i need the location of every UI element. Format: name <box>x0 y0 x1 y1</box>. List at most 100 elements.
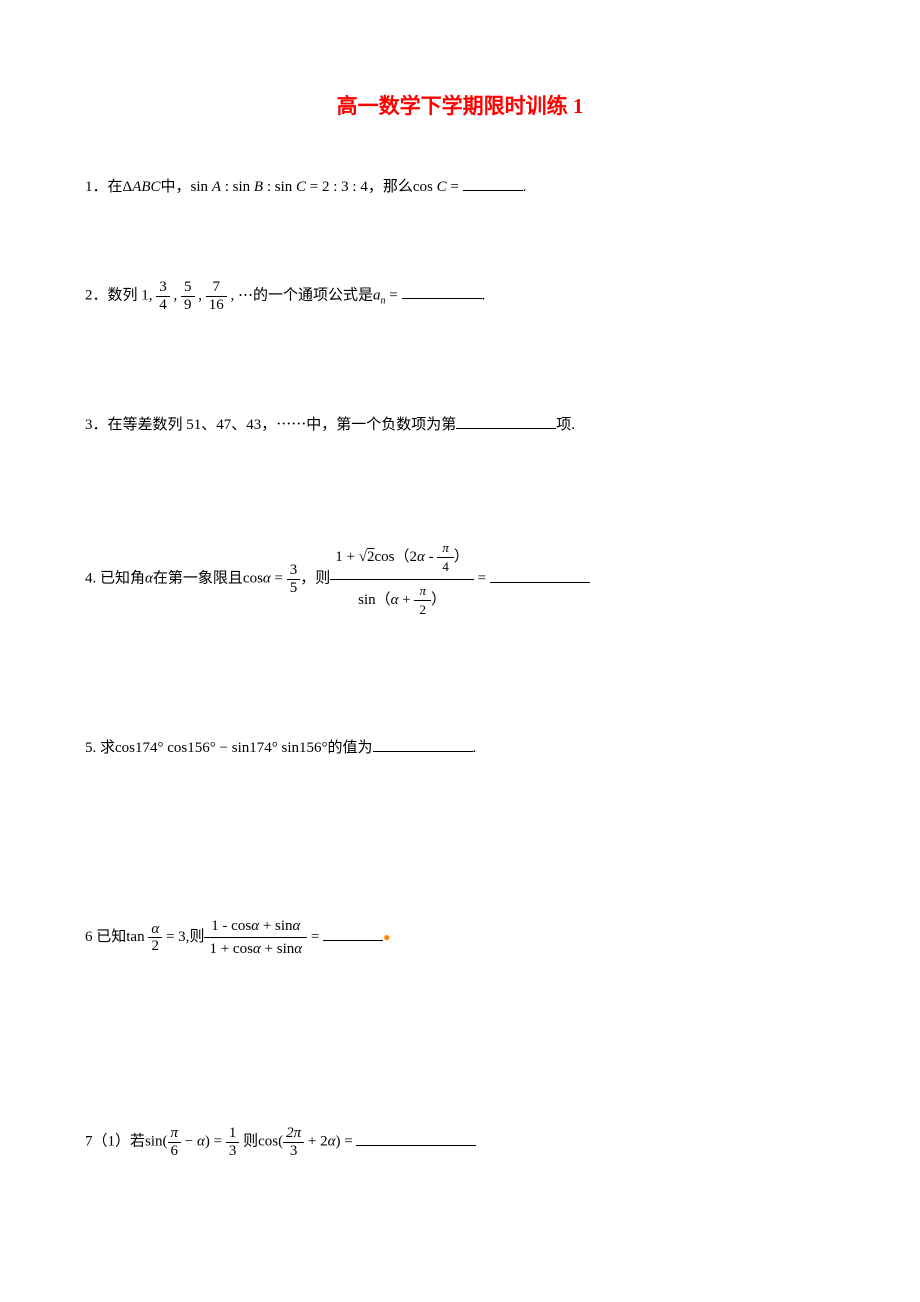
p4-alpha: α <box>145 571 153 587</box>
problem-4: 4. 已知角α在第一象限且cosα = 35，则1 + √2cos（2α - π… <box>85 537 835 621</box>
p1-sinB: sin <box>233 179 254 195</box>
p1-period: . <box>523 179 527 195</box>
p6-num: 6 <box>85 929 96 945</box>
p3-num: 3． <box>85 417 108 433</box>
p6-den-a1: α <box>253 941 261 957</box>
p2-num: 2． <box>85 287 108 303</box>
p7-pi6d: 6 <box>168 1143 182 1160</box>
p2-c2: , <box>195 287 206 303</box>
p5-pre: 求 <box>100 740 115 756</box>
p6-num-plus: + sin <box>259 918 292 934</box>
problem-5: 5. 求cos174° cos156° − sin174° sin156°的值为… <box>85 736 835 760</box>
p4-f1n: 3 <box>287 562 301 580</box>
p1-b: B <box>254 179 263 195</box>
p7-close1: ) = <box>205 1134 226 1150</box>
p1-a: A <box>212 179 221 195</box>
p5-sin2: sin <box>282 740 300 756</box>
p3-post: 项. <box>556 417 575 433</box>
p7-pre: 若 <box>130 1134 145 1150</box>
p4-cos: cos <box>243 571 263 587</box>
p4-eq1: = <box>271 571 287 587</box>
p7-pi6: π6 <box>168 1125 182 1159</box>
p4-alpha2: α <box>263 571 271 587</box>
p2-f2d: 9 <box>181 297 195 314</box>
p5-post: 的值为 <box>328 740 373 756</box>
p4-num: 4. <box>85 571 100 587</box>
p1-pre: 在 <box>108 179 123 195</box>
p2-f2n: 5 <box>181 279 195 297</box>
p4-pi2: π2 <box>414 582 431 620</box>
p2-dots: ⋯ <box>238 287 253 303</box>
p5-period: . <box>473 740 477 756</box>
p7-cos: cos( <box>258 1134 283 1150</box>
p6-eq1: = 3, <box>162 929 189 945</box>
p5-156b: 156° <box>299 740 328 756</box>
p2-period: . <box>482 287 486 303</box>
p6-bigfrac: 1 - cosα + sinα1 + cosα + sinα <box>204 915 307 960</box>
p1-eq2: = <box>447 179 463 195</box>
p7-pi3n: 2π <box>283 1125 304 1143</box>
p2-f1n: 3 <box>156 279 170 297</box>
p6-then: 则 <box>189 929 204 945</box>
p7-blank <box>356 1131 476 1146</box>
p6-num-a1: α <box>251 918 259 934</box>
p6-den-expr: 1 + cos <box>209 941 252 957</box>
p4-mid: 在第一象限且 <box>153 571 243 587</box>
p5-minus: − <box>216 740 232 756</box>
p6-den-plus: + sin <box>261 941 294 957</box>
p7-num: 7（1） <box>85 1134 130 1150</box>
p7-close2: ) = <box>335 1134 356 1150</box>
problem-1: 1．在ΔABC中，sin A : sin B : sin C = 2 : 3 :… <box>85 175 835 199</box>
p6-bignum: 1 - cosα + sinα <box>204 915 307 938</box>
problem-6: 6 已知tan α2 = 3,则1 - cosα + sinα1 + cosα … <box>85 915 835 960</box>
p4-pre: 已知角 <box>100 571 145 587</box>
page-title: 高一数学下学期限时训练 1 <box>85 90 835 120</box>
p7-pi6n: π <box>168 1125 182 1143</box>
p7-pi3: 2π3 <box>283 1125 304 1159</box>
p7-plus: + 2 <box>304 1134 327 1150</box>
p4-bignum: 1 + √2cos（2α - π4） <box>330 537 474 580</box>
p5-174b: 174° <box>249 740 278 756</box>
p7-alpha: α <box>197 1134 205 1150</box>
p1-blank <box>463 176 523 191</box>
p6-bigden: 1 + cosα + sinα <box>204 938 307 960</box>
p3-text: 在等差数列 51、47、43，⋯⋯中，第一个负数项为第 <box>108 417 457 433</box>
p6-pre: 已知 <box>96 929 126 945</box>
p5-156a: 156° <box>187 740 216 756</box>
p6-num-expr: 1 - cos <box>211 918 251 934</box>
p4-sqrt: √ <box>359 549 367 565</box>
p2-pre: 数列 1, <box>108 287 157 303</box>
p6-dot-icon: ● <box>383 930 390 944</box>
problem-2: 2．数列 1, 34 , 59 , 716 , ⋯的一个通项公式是an = . <box>85 279 835 313</box>
p4-den-sin: sin（ <box>358 592 391 608</box>
p1-abc: ABC <box>132 179 160 195</box>
p1-num: 1． <box>85 179 108 195</box>
p4-den-alpha: α <box>391 592 399 608</box>
p4-eq2: = <box>474 571 490 587</box>
p6-fad: 2 <box>148 938 162 955</box>
p2-c1: , <box>170 287 181 303</box>
p4-pi1d: 4 <box>437 558 454 576</box>
p1-sinC: sin <box>275 179 296 195</box>
p2-blank <box>402 284 482 299</box>
p2-an-a: a <box>373 287 381 303</box>
p2-f1: 34 <box>156 279 170 313</box>
p1-tri: Δ <box>123 179 133 195</box>
p6-blank <box>323 926 383 941</box>
p7-f1n: 1 <box>226 1125 240 1143</box>
p6-eq2: = <box>307 929 323 945</box>
p4-pi1n: π <box>437 539 454 558</box>
p1-then: ，那么 <box>368 179 413 195</box>
p2-f2: 59 <box>181 279 195 313</box>
p6-tan: tan <box>126 929 148 945</box>
p7-sin: sin( <box>145 1134 168 1150</box>
problem-7: 7（1）若sin(π6 − α) = 13 则cos(2π3 + 2α) = <box>85 1125 835 1159</box>
p2-post: 的一个通项公式是 <box>253 287 373 303</box>
p5-blank <box>373 737 473 752</box>
p1-eq: = 2 : 3 : 4 <box>306 179 368 195</box>
p4-f1d: 5 <box>287 580 301 597</box>
p6-num-a2: α <box>293 918 301 934</box>
p2-f3d: 16 <box>206 297 227 314</box>
p5-174a: 174° <box>135 740 164 756</box>
p1-c: C <box>296 179 306 195</box>
